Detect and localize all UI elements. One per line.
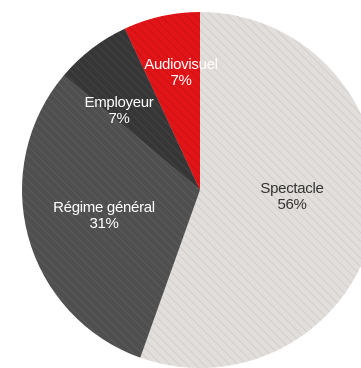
- slice-label-audiovisuel: Audiovisuel: [144, 56, 217, 73]
- pie-slice-audiovisuel: [124, 12, 200, 190]
- slice-percent-employeur: 7%: [108, 110, 129, 127]
- slice-label-regime-general: Régime général: [53, 199, 155, 216]
- slice-label-employeur: Employeur: [85, 94, 154, 111]
- slice-percent-audiovisuel: 7%: [170, 72, 191, 89]
- slice-percent-regime-general: 31%: [89, 215, 118, 232]
- pie-slice-regime-general: [22, 75, 200, 358]
- pie-slice-employeur: [63, 28, 201, 190]
- slice-label-spectacle: Spectacle: [260, 180, 323, 197]
- pie-slices: [22, 12, 361, 368]
- slice-percent-spectacle: 56%: [277, 196, 306, 213]
- pie-slice-spectacle: [140, 12, 361, 368]
